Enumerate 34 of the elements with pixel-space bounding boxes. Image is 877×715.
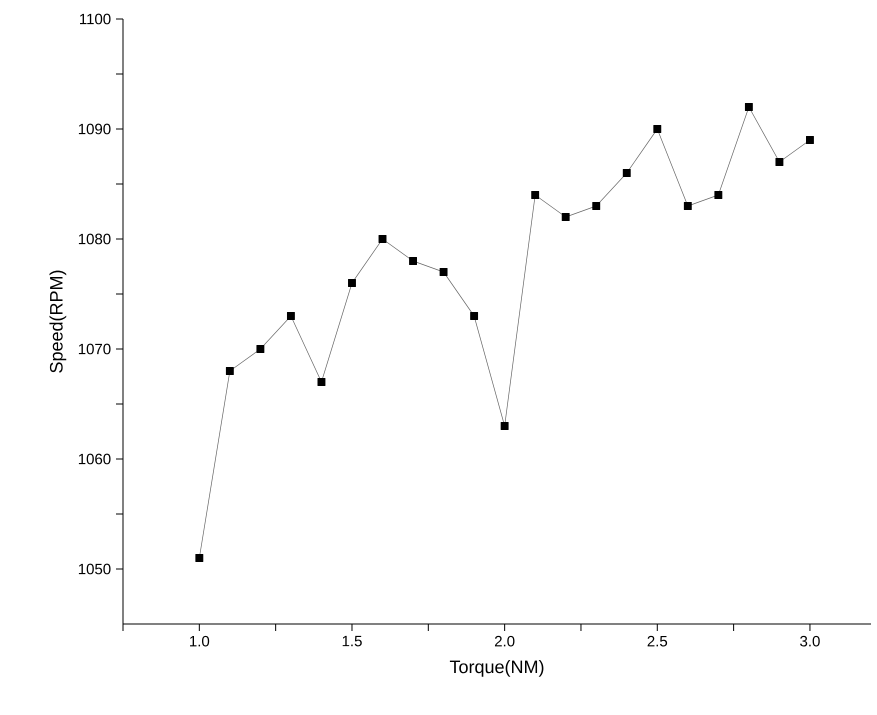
- y-tick-label: 1090: [78, 124, 111, 134]
- x-tick-label: 3.0: [800, 636, 820, 646]
- point: [744, 103, 753, 111]
- point: [562, 213, 570, 221]
- point: [500, 422, 509, 430]
- point: [684, 202, 692, 210]
- x-tick-label: 2.0: [494, 636, 514, 646]
- point: [714, 191, 722, 199]
- y-tick-label: 1100: [80, 14, 111, 24]
- point: [775, 158, 784, 166]
- point: [348, 279, 356, 287]
- point: [592, 202, 600, 210]
- point: [318, 378, 326, 386]
- point: [256, 345, 264, 353]
- point: [378, 235, 386, 243]
- point: [286, 312, 295, 320]
- point: [409, 257, 417, 265]
- y-tick-label: 1070: [78, 344, 111, 354]
- x-tick-label: 2.5: [648, 636, 668, 646]
- point: [440, 268, 448, 276]
- point: [806, 136, 814, 144]
- y-tick-label: 1060: [78, 454, 111, 464]
- x-axis-title: Torque(NM): [450, 660, 544, 677]
- x-tick-label: 1.0: [190, 636, 210, 646]
- point: [470, 312, 478, 320]
- point: [531, 191, 540, 199]
- y-axis-title: Speed(RPM): [49, 270, 66, 373]
- x-tick-label: 1.5: [342, 636, 362, 646]
- point: [226, 367, 234, 375]
- y-tick-label: 1080: [78, 234, 111, 244]
- point: [195, 554, 204, 562]
- point: [653, 125, 662, 133]
- y-tick-label: 1050: [78, 564, 111, 574]
- point: [622, 169, 631, 177]
